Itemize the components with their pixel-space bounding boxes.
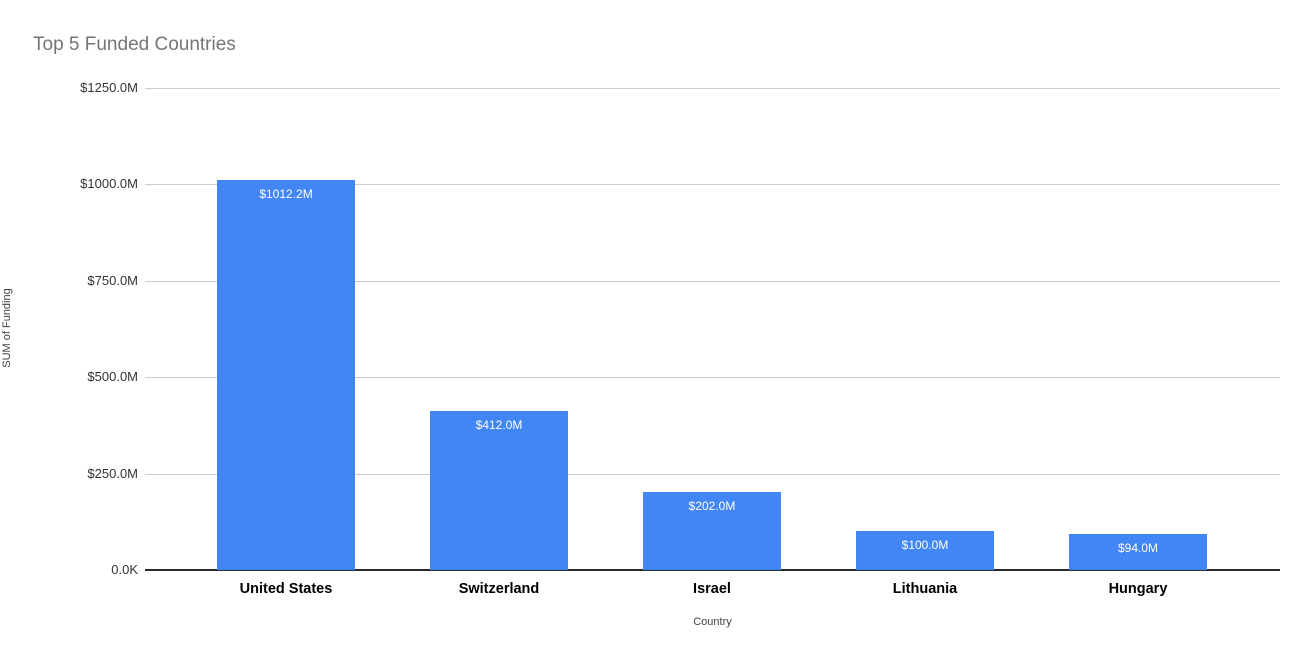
bar-israel[interactable] (643, 492, 781, 570)
y-tick-label: $750.0M (87, 272, 138, 288)
bar-lithuania[interactable] (856, 531, 994, 570)
x-category-label: Israel (693, 581, 731, 597)
bar-value-label: $412.0M (475, 418, 523, 433)
bar-value-label: $202.0M (688, 499, 736, 514)
gridline (145, 377, 1280, 379)
chart-title: Top 5 Funded Countries (33, 34, 236, 55)
y-tick-label: $1000.0M (80, 176, 138, 192)
y-tick-label: 0.0K (111, 562, 138, 577)
y-tick-label: $250.0M (87, 465, 138, 481)
gridline (145, 184, 1280, 186)
x-axis-title: Country (693, 616, 732, 628)
bar-value-label: $1012.2M (259, 186, 313, 201)
bar-united-states[interactable] (217, 179, 355, 570)
bar-switzerland[interactable] (430, 411, 568, 570)
x-category-label: Hungary (1108, 581, 1168, 597)
y-tick-label: $500.0M (87, 369, 138, 385)
y-axis-title: SUM of Funding (1, 288, 13, 368)
bar-value-label: $100.0M (901, 538, 949, 553)
gridline (145, 88, 1280, 89)
x-category-label: United States (239, 581, 333, 597)
bar-hungary[interactable] (1069, 533, 1207, 570)
gridline (145, 280, 1280, 282)
x-category-label: Switzerland (458, 581, 540, 597)
y-tick-label: $1250.0M (80, 80, 138, 95)
x-category-label: Lithuania (892, 581, 958, 597)
x-axis-line (145, 569, 1280, 571)
bar-value-label: $94.0M (1117, 540, 1159, 555)
gridline (145, 473, 1280, 475)
